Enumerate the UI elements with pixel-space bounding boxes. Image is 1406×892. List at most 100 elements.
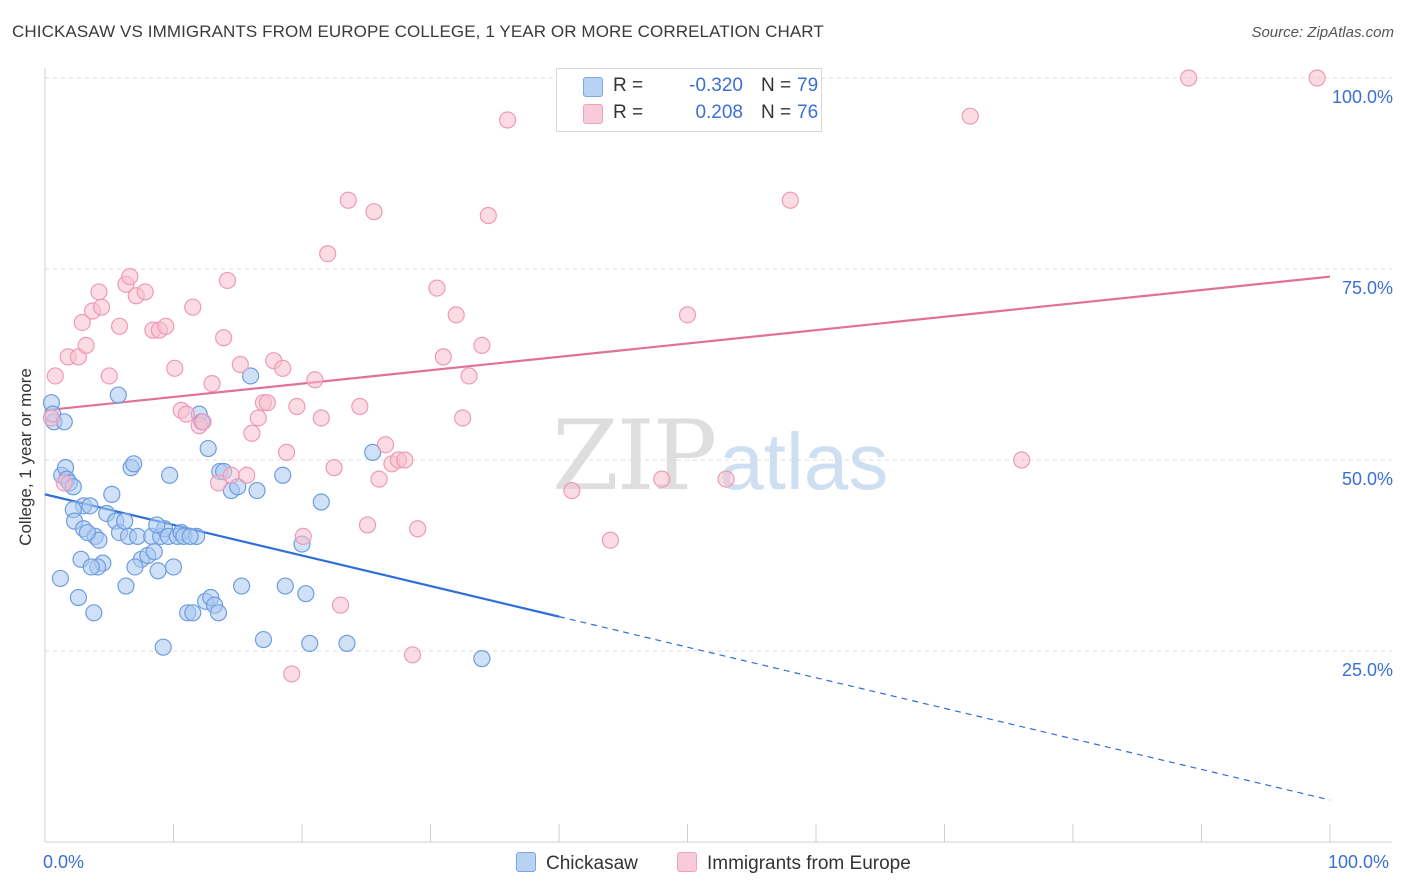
x-tick-right: 100.0% <box>1328 852 1390 872</box>
chickasaw-point <box>274 466 292 484</box>
immigrants-point <box>325 459 343 477</box>
immigrants-point <box>209 474 228 492</box>
bottom-legend-immigrants[interactable]: Immigrants from Europe <box>677 852 911 875</box>
chickasaw-point <box>181 527 199 546</box>
immigrants-point <box>1180 69 1198 87</box>
immigrants-point <box>365 203 383 221</box>
legend-n-label: N = <box>761 102 792 123</box>
chickasaw-point <box>82 558 100 576</box>
legend-r-value: -0.320 <box>689 75 743 96</box>
immigrants-point <box>283 665 301 683</box>
immigrants-point <box>319 245 337 263</box>
immigrants-point <box>434 348 452 366</box>
chickasaw-point <box>209 604 228 622</box>
immigrants-point <box>781 191 799 209</box>
y-axis-label: College, 1 year or more <box>16 368 35 546</box>
immigrants-point <box>231 355 249 374</box>
legend-swatch-blue <box>583 77 603 97</box>
chickasaw-point <box>81 497 99 515</box>
immigrants-point <box>563 481 581 500</box>
immigrants-point <box>90 283 108 301</box>
chickasaw-point <box>78 523 97 542</box>
immigrants-point <box>306 371 324 389</box>
y-tick-25: 25.0% <box>1341 660 1393 680</box>
immigrants-point <box>351 397 369 416</box>
immigrants-point <box>166 359 184 377</box>
legend-n-value: 79 <box>797 75 819 96</box>
chickasaw-point <box>184 604 202 622</box>
immigrants-point <box>249 409 267 427</box>
chickasaw-point <box>161 466 179 484</box>
x-tick-left: 0.0% <box>43 852 85 872</box>
chickasaw-point <box>109 386 127 404</box>
immigrants-point <box>447 306 465 324</box>
immigrants-point <box>473 336 491 354</box>
legend-r-label: R = <box>613 75 644 96</box>
chickasaw-point <box>125 455 143 473</box>
chickasaw-point <box>154 638 172 656</box>
chickasaw-point <box>233 577 251 595</box>
immigrants-point <box>136 283 154 301</box>
immigrants-point <box>243 424 261 442</box>
y-tick-50: 50.0% <box>1341 469 1393 489</box>
immigrants-point <box>358 516 377 534</box>
immigrants-point <box>42 409 61 427</box>
immigrants-point <box>1308 69 1326 87</box>
immigrants-point <box>460 367 478 385</box>
immigrants-point <box>653 470 671 488</box>
immigrants-point <box>277 443 296 461</box>
immigrants-point <box>184 298 202 316</box>
legend-swatch-blue <box>516 852 536 872</box>
immigrants-point <box>77 336 95 354</box>
immigrants-point <box>203 375 221 393</box>
y-tick-100: 100.0% <box>1331 87 1393 107</box>
chart-title: CHICKASAW VS IMMIGRANTS FROM EUROPE COLL… <box>12 22 824 41</box>
immigrants-point <box>370 470 388 488</box>
immigrants-point <box>403 646 422 664</box>
bottom-legend-chickasaw[interactable]: Chickasaw <box>516 852 638 875</box>
chickasaw-point <box>117 577 135 595</box>
legend-n-label: N = <box>761 75 792 96</box>
immigrants-point <box>376 436 395 454</box>
legend-r-label: R = <box>613 102 644 123</box>
y-tick-75: 75.0% <box>1341 278 1393 298</box>
immigrants-point <box>1012 451 1031 469</box>
chickasaw-trend-extension <box>558 616 1331 801</box>
chickasaw-point <box>164 558 183 576</box>
immigrants-point <box>454 409 472 427</box>
chickasaw-point <box>242 367 260 385</box>
trend-lines <box>44 275 1331 801</box>
immigrants-point <box>194 413 212 431</box>
chickasaw-point <box>312 493 330 511</box>
chickasaw-point <box>126 558 144 576</box>
immigrants-point <box>601 531 620 549</box>
immigrants-point <box>222 466 240 484</box>
immigrants-point <box>499 111 517 129</box>
immigrants-point <box>409 520 427 538</box>
immigrants-point <box>177 405 195 423</box>
chickasaw-point <box>473 650 491 668</box>
chickasaw-point <box>149 562 167 580</box>
source-label: Source: ZipAtlas.com <box>1251 24 1394 41</box>
immigrants-point <box>717 470 735 488</box>
chickasaw-point <box>199 439 217 458</box>
axes <box>44 68 1392 843</box>
chickasaw-point <box>116 512 134 530</box>
chickasaw-point <box>297 585 315 603</box>
immigrants-point <box>396 451 414 469</box>
chickasaw-point <box>338 634 356 652</box>
immigrants-point <box>479 206 497 225</box>
chickasaw-point <box>301 634 319 652</box>
immigrants-point <box>110 317 129 335</box>
immigrants-point <box>274 359 292 377</box>
immigrants-point <box>238 466 256 484</box>
immigrants-point <box>55 474 73 492</box>
chickasaw-point <box>254 630 273 649</box>
chickasaw-point <box>148 516 166 534</box>
legend-label-immigrants: Immigrants from Europe <box>707 853 911 874</box>
chickasaw-point <box>85 604 103 622</box>
immigrants-point <box>312 409 330 427</box>
chickasaw-point <box>51 569 70 588</box>
immigrants-point <box>961 107 979 125</box>
